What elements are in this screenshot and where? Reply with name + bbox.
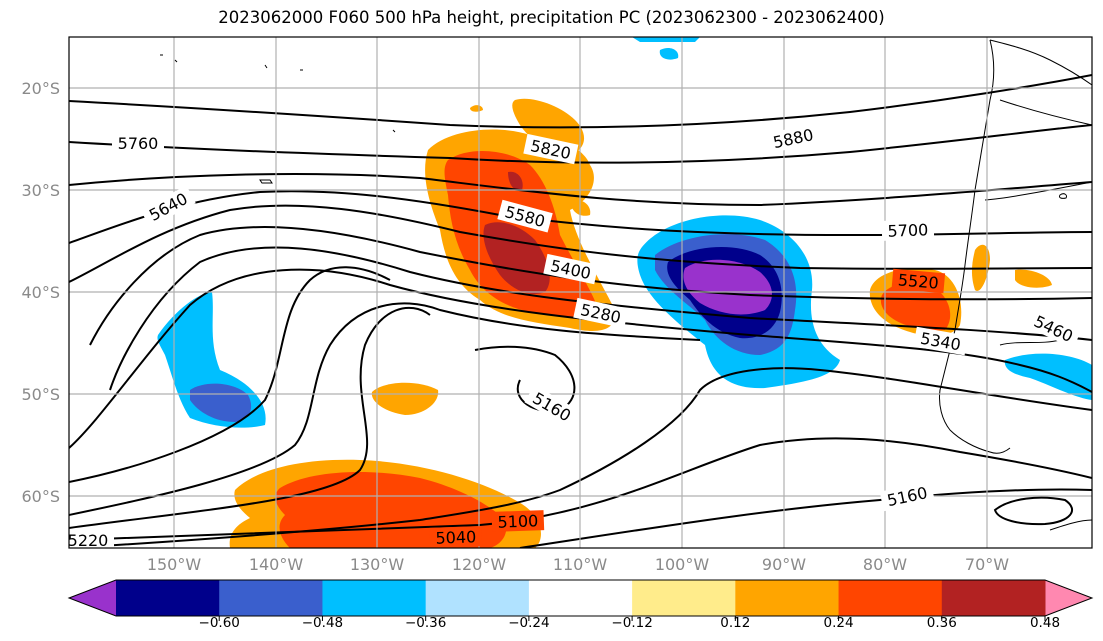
lon-label: 70°W bbox=[965, 555, 1009, 574]
colorbar-extend-low bbox=[69, 580, 116, 616]
colorbar-cell bbox=[735, 580, 840, 616]
lat-label: 30°S bbox=[21, 181, 60, 200]
colorbar-tick-label: −0.60 bbox=[199, 615, 240, 631]
lon-label: 90°W bbox=[762, 555, 806, 574]
colorbar-cell bbox=[425, 580, 530, 616]
lat-label: 20°S bbox=[21, 79, 60, 98]
map-content: 5760 5640 5820 5580 5400 5280 5880 5700 … bbox=[68, 37, 1092, 550]
lon-label: 150°W bbox=[147, 555, 202, 574]
colorbar-cell bbox=[219, 580, 323, 616]
contour-label: 5700 bbox=[887, 220, 928, 240]
lat-label: 60°S bbox=[21, 487, 60, 506]
lon-label: 120°W bbox=[452, 555, 507, 574]
colorbar-outline bbox=[67, 579, 1094, 617]
latitude-labels: 20°S 30°S 40°S 50°S 60°S bbox=[21, 79, 60, 506]
colorbar: −0.60 −0.48 −0.36 −0.24 −0.12 0.12 0.24 0.36 0.4… bbox=[67, 579, 1094, 631]
colorbar-cell bbox=[838, 580, 943, 616]
colorbar-cell bbox=[941, 580, 1046, 616]
longitude-labels: 150°W 140°W 130°W 120°W 110°W 100°W 90°W… bbox=[147, 555, 1009, 574]
colorbar-extend-high bbox=[1045, 580, 1092, 616]
precipitation-shading bbox=[157, 37, 1092, 548]
contour-label: 5040 bbox=[435, 527, 476, 547]
map-border bbox=[68, 36, 1093, 549]
contour-label: 5100 bbox=[497, 511, 538, 531]
colorbar-tick-label: 0.48 bbox=[1030, 615, 1060, 631]
coastline bbox=[160, 39, 1092, 531]
contour-label: 5760 bbox=[118, 134, 159, 153]
contour-labels: 5760 5640 5820 5580 5400 5280 5880 5700 … bbox=[68, 122, 1082, 550]
lon-label: 110°W bbox=[553, 555, 608, 574]
colorbar-cell bbox=[116, 580, 220, 616]
map-gridlines bbox=[69, 37, 1092, 548]
colorbar-cell bbox=[322, 580, 427, 616]
colorbar-tick-label: −0.48 bbox=[302, 615, 343, 631]
colorbar-tick-label: 0.36 bbox=[927, 615, 957, 631]
colorbar-cell bbox=[528, 580, 633, 616]
contour-label: 5520 bbox=[897, 270, 939, 292]
lat-label: 40°S bbox=[21, 283, 60, 302]
colorbar-tick-label: 0.24 bbox=[824, 615, 854, 631]
lon-label: 130°W bbox=[350, 555, 405, 574]
lon-label: 80°W bbox=[863, 555, 907, 574]
colorbar-tick-label: −0.24 bbox=[508, 615, 549, 631]
colorbar-tick-label: 0.12 bbox=[720, 615, 750, 631]
colorbar-tick-label: −0.12 bbox=[611, 615, 652, 631]
contour-label: 5220 bbox=[68, 531, 109, 550]
map-title: 2023062000 F060 500 hPa height, precipit… bbox=[218, 8, 885, 27]
height-contours bbox=[69, 74, 1092, 548]
colorbar-tick-label: −0.36 bbox=[405, 615, 446, 631]
colorbar-cell bbox=[632, 580, 736, 616]
lon-label: 140°W bbox=[249, 555, 304, 574]
lat-label: 50°S bbox=[21, 385, 60, 404]
lon-label: 100°W bbox=[655, 555, 710, 574]
